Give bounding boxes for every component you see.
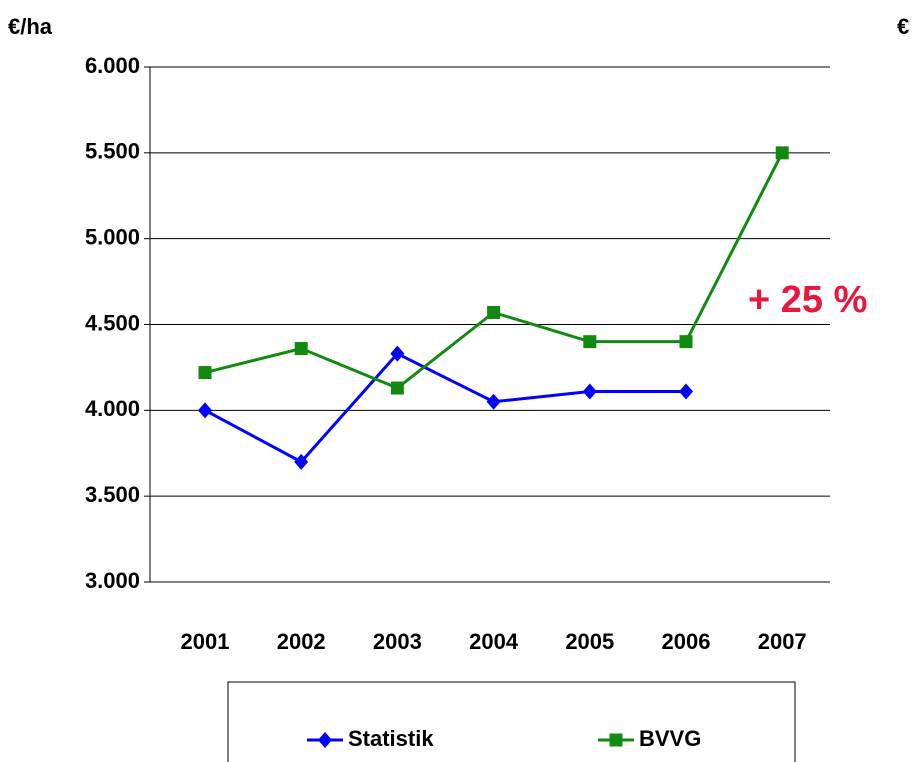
marker bbox=[198, 366, 212, 380]
marker bbox=[294, 342, 308, 356]
marker bbox=[679, 383, 693, 400]
corner-label: € bbox=[897, 14, 909, 39]
annotation: + 25 % bbox=[748, 279, 867, 321]
legend-label: Statistik bbox=[348, 726, 434, 751]
x-tick-label: 2002 bbox=[277, 629, 326, 654]
x-tick-label: 2006 bbox=[662, 629, 711, 654]
marker bbox=[390, 381, 404, 395]
y-axis-label: €/ha bbox=[8, 14, 53, 39]
legend-marker bbox=[318, 732, 332, 748]
marker bbox=[679, 335, 693, 349]
x-tick-label: 2005 bbox=[565, 629, 614, 654]
y-tick-label: 4.500 bbox=[85, 310, 140, 335]
series-line bbox=[204, 152, 784, 390]
y-tick-label: 6.000 bbox=[85, 53, 140, 78]
y-tick-label: 5.500 bbox=[85, 139, 140, 164]
legend-marker bbox=[609, 733, 623, 747]
legend-label: BVVG bbox=[639, 726, 701, 751]
marker bbox=[487, 305, 501, 319]
x-tick-label: 2007 bbox=[758, 629, 807, 654]
legend-box bbox=[227, 681, 796, 762]
x-tick-label: 2004 bbox=[469, 629, 519, 654]
y-tick-label: 5.000 bbox=[85, 224, 140, 249]
marker bbox=[390, 345, 405, 362]
marker bbox=[582, 383, 597, 400]
marker bbox=[198, 402, 212, 419]
marker bbox=[583, 335, 597, 349]
series-line bbox=[204, 351, 686, 464]
marker bbox=[486, 393, 501, 410]
marker bbox=[775, 146, 789, 160]
x-tick-label: 2001 bbox=[181, 629, 230, 654]
y-tick-label: 3.000 bbox=[85, 568, 140, 593]
y-tick-label: 4.000 bbox=[85, 396, 140, 421]
x-tick-label: 2003 bbox=[373, 629, 422, 654]
marker bbox=[294, 453, 309, 470]
y-tick-label: 3.500 bbox=[85, 482, 140, 507]
